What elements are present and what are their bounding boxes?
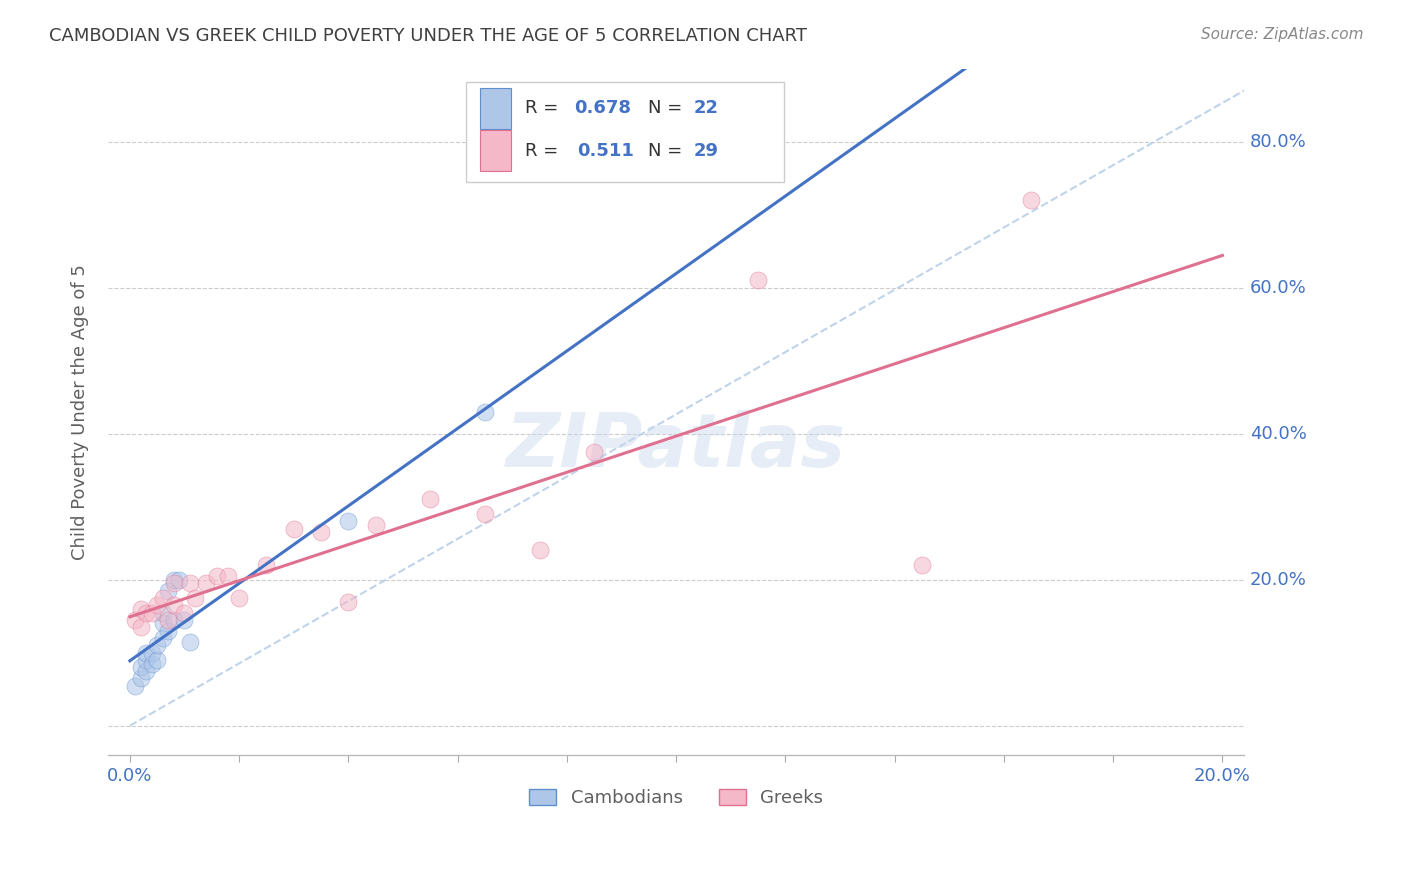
Point <box>254 558 277 572</box>
Text: Source: ZipAtlas.com: Source: ZipAtlas.com <box>1201 27 1364 42</box>
Point <box>337 514 360 528</box>
Point <box>747 273 769 287</box>
FancyBboxPatch shape <box>479 87 512 129</box>
FancyBboxPatch shape <box>465 82 785 182</box>
Point <box>141 646 163 660</box>
FancyBboxPatch shape <box>479 130 512 171</box>
Point <box>474 507 496 521</box>
Point <box>135 646 157 660</box>
Point <box>309 525 332 540</box>
Point <box>162 598 184 612</box>
Point <box>283 522 305 536</box>
Text: 0.678: 0.678 <box>574 99 631 118</box>
Point <box>146 653 169 667</box>
Point <box>135 606 157 620</box>
Text: 80.0%: 80.0% <box>1250 133 1306 151</box>
Point <box>162 573 184 587</box>
Point <box>124 613 146 627</box>
Point <box>152 631 174 645</box>
Point <box>173 606 195 620</box>
Point <box>152 591 174 605</box>
Point <box>157 613 180 627</box>
Point <box>141 606 163 620</box>
Point <box>129 620 152 634</box>
Point <box>129 602 152 616</box>
Text: ZIPatlas: ZIPatlas <box>506 409 846 483</box>
Point <box>135 653 157 667</box>
Text: CAMBODIAN VS GREEK CHILD POVERTY UNDER THE AGE OF 5 CORRELATION CHART: CAMBODIAN VS GREEK CHILD POVERTY UNDER T… <box>49 27 807 45</box>
Point <box>157 624 180 638</box>
Point <box>195 576 218 591</box>
Point <box>419 492 441 507</box>
Point <box>152 606 174 620</box>
Point <box>173 613 195 627</box>
Point <box>179 576 201 591</box>
Point <box>217 569 239 583</box>
Point <box>337 594 360 608</box>
Text: 60.0%: 60.0% <box>1250 278 1306 296</box>
Point <box>162 576 184 591</box>
Point <box>141 657 163 671</box>
Point <box>162 613 184 627</box>
Point <box>124 679 146 693</box>
Point <box>157 583 180 598</box>
Point <box>207 569 229 583</box>
Text: 0.511: 0.511 <box>578 142 634 160</box>
Point <box>179 634 201 648</box>
Text: 22: 22 <box>693 99 718 118</box>
Y-axis label: Child Poverty Under the Age of 5: Child Poverty Under the Age of 5 <box>72 264 89 559</box>
Text: N =: N = <box>648 142 688 160</box>
Text: 20.0%: 20.0% <box>1250 571 1306 589</box>
Text: N =: N = <box>648 99 688 118</box>
Text: 40.0%: 40.0% <box>1250 425 1306 442</box>
Point <box>146 598 169 612</box>
Point <box>135 664 157 678</box>
Text: R =: R = <box>524 142 569 160</box>
Point <box>474 405 496 419</box>
Point <box>583 445 606 459</box>
Point <box>146 639 169 653</box>
Point <box>184 591 207 605</box>
Point <box>1019 193 1042 207</box>
Point <box>364 517 387 532</box>
Text: R =: R = <box>524 99 564 118</box>
Text: 29: 29 <box>693 142 718 160</box>
Point <box>152 616 174 631</box>
Point <box>529 543 551 558</box>
Point <box>167 573 190 587</box>
Point <box>228 591 250 605</box>
Legend: Cambodians, Greeks: Cambodians, Greeks <box>522 781 831 814</box>
Point <box>129 660 152 674</box>
Point <box>911 558 934 572</box>
Point <box>129 671 152 685</box>
